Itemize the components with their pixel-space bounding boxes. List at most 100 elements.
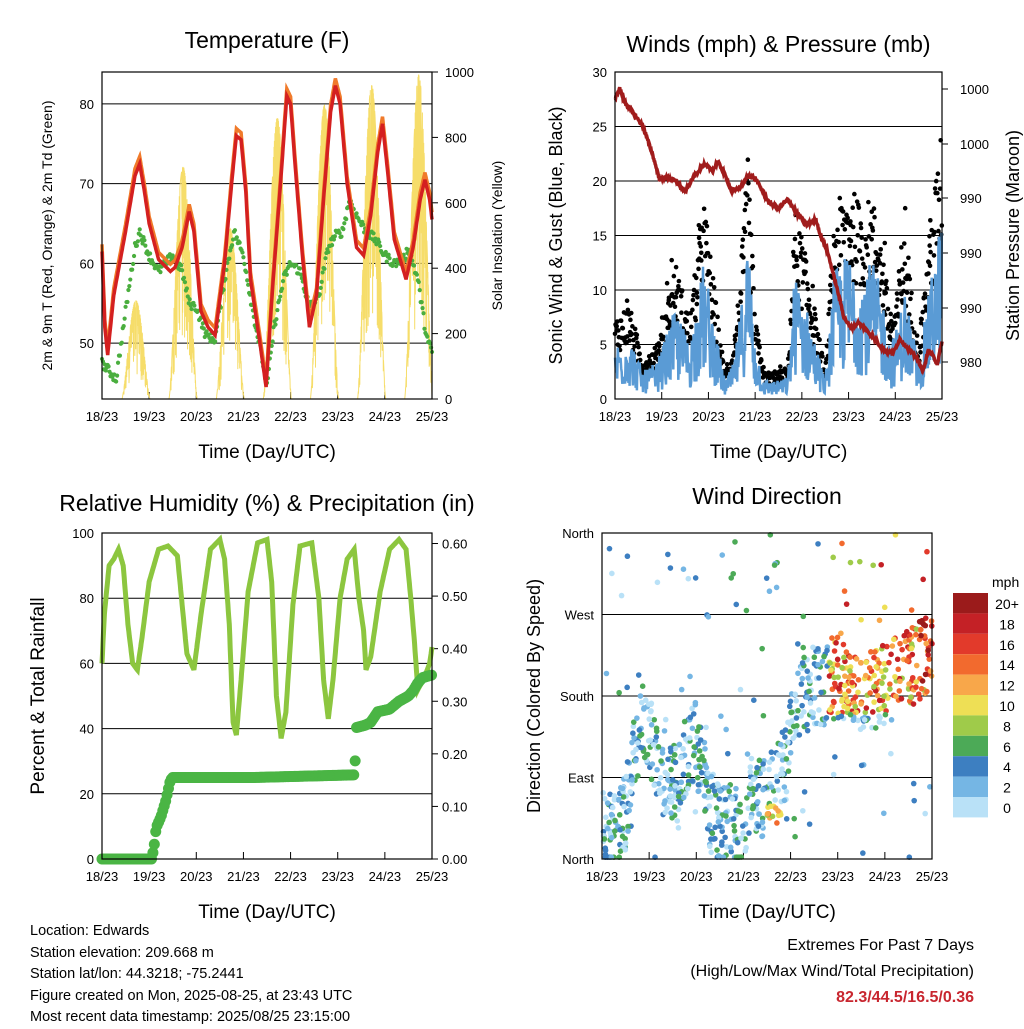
humidity-y2tick-label: 0.30 [442, 694, 467, 709]
direction-point [744, 795, 750, 801]
winds-ytick-label: 25 [593, 120, 607, 135]
gust-point [688, 324, 694, 330]
direction-xtick-label: 22/23 [774, 869, 807, 884]
direction-point [817, 721, 824, 728]
direction-point [672, 783, 678, 789]
direction-point [850, 717, 857, 724]
direction-point [909, 674, 916, 681]
direction-point [887, 686, 893, 692]
direction-point [799, 675, 806, 682]
direction-point [654, 579, 661, 586]
direction-point [747, 769, 754, 775]
direction-point [661, 728, 668, 734]
direction-point [913, 626, 920, 632]
direction-ytick-label: West [565, 608, 595, 623]
gust-point [741, 226, 747, 231]
direction-point [847, 668, 853, 674]
direction-point [666, 798, 673, 805]
direction-point [624, 759, 631, 765]
direction-point [680, 746, 686, 752]
direction-point [714, 847, 720, 853]
direction-point [828, 667, 834, 673]
gust-point [878, 247, 884, 252]
direction-point [834, 662, 841, 668]
direction-point [798, 681, 805, 687]
dewpoint-point [147, 251, 153, 256]
dewpoint-point [326, 249, 331, 255]
direction-point [888, 717, 895, 723]
direction-point [821, 653, 827, 660]
gust-point [856, 205, 862, 210]
direction-point [888, 651, 894, 658]
direction-point [750, 785, 756, 792]
gust-point [885, 306, 891, 312]
gust-point [720, 359, 726, 365]
winds-xtick-label: 25/23 [926, 409, 959, 424]
direction-point [672, 745, 679, 752]
winds-y2tick-label: 1000 [960, 82, 989, 97]
direction-point [737, 686, 744, 693]
direction-point [766, 759, 773, 766]
direction-point [799, 702, 805, 709]
direction-point [619, 833, 626, 840]
direction-point [927, 783, 933, 790]
direction-point [719, 552, 726, 558]
gust-point [693, 275, 699, 281]
gust-point [894, 291, 900, 296]
dewpoint-point [342, 221, 347, 226]
dewpoint-point [200, 321, 205, 326]
direction-point [755, 782, 762, 789]
direction-point [731, 828, 738, 834]
direction-point [743, 844, 749, 851]
gust-point [849, 259, 854, 264]
gust-point [863, 237, 868, 242]
direction-point [804, 694, 810, 701]
direction-point [767, 803, 774, 810]
direction-point [779, 771, 786, 777]
gust-point [752, 311, 757, 317]
gust-point [792, 236, 798, 242]
direction-point [723, 726, 729, 733]
gust-point [788, 321, 794, 327]
gust-point [905, 273, 910, 278]
precip-point [349, 755, 361, 767]
direction-point [786, 703, 793, 710]
winds-xtick-label: 21/23 [739, 409, 772, 424]
direction-point [759, 645, 765, 652]
direction-point [839, 540, 845, 547]
gust-point [673, 294, 679, 300]
direction-point [713, 805, 720, 811]
direction-point [922, 810, 928, 817]
direction-point [831, 648, 838, 654]
dewpoint-point [122, 316, 127, 321]
gust-point [679, 288, 685, 293]
direction-point [601, 836, 608, 842]
winds-ytick-label: 10 [593, 283, 607, 298]
direction-point [617, 827, 623, 833]
gust-point [676, 278, 682, 284]
direction-point [747, 764, 754, 770]
legend-swatch [953, 715, 988, 736]
direction-point [839, 664, 845, 671]
direction-point [728, 575, 735, 581]
gust-point [785, 356, 791, 361]
dewpoint-point [119, 340, 124, 345]
direction-point [871, 699, 877, 705]
gust-point [803, 259, 809, 264]
wind-series [613, 232, 944, 397]
gust-point [676, 284, 681, 289]
temperature-y2tick-label: 0 [445, 392, 452, 407]
direction-point [681, 718, 688, 725]
direction-point [783, 816, 790, 822]
gust-point [842, 227, 848, 232]
legend-swatch [953, 674, 988, 695]
winds-y2tick-label: 990 [960, 246, 982, 261]
direction-point [718, 842, 725, 848]
gust-point [695, 294, 700, 300]
dewpoint-point [337, 230, 342, 236]
direction-point [739, 823, 746, 829]
direction-point [794, 641, 801, 647]
direction-point [910, 780, 917, 787]
dewpoint-point [298, 272, 304, 277]
direction-point [847, 711, 854, 718]
